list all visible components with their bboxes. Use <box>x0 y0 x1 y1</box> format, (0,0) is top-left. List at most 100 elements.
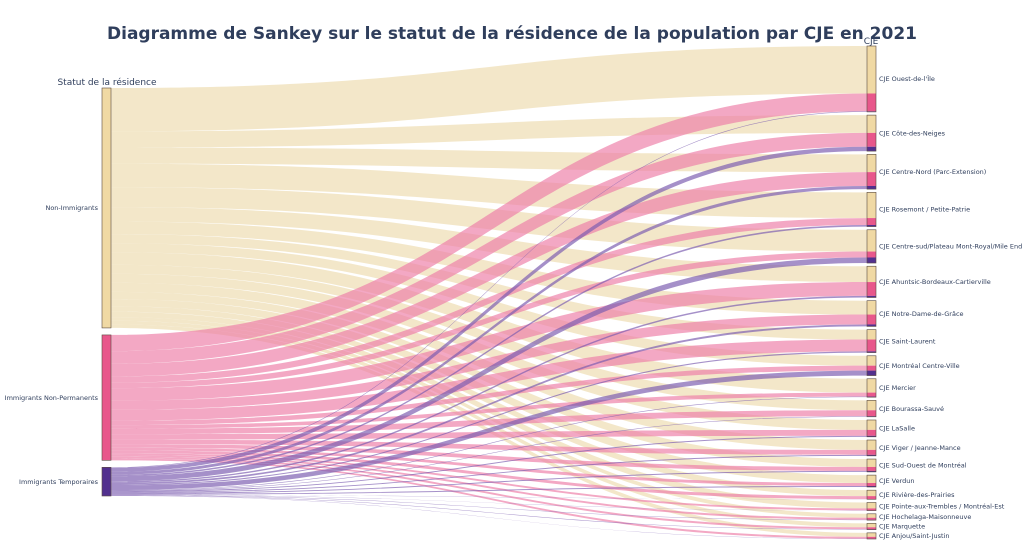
target-segment-cje-verdun-immigrants-temporaires <box>867 485 876 487</box>
target-segment-cje-notre-dame-de-grace-non-immigrants <box>867 300 876 315</box>
target-node-cje-rosemont-petite-patrie[interactable] <box>866 192 877 227</box>
target-segment-cje-notre-dame-de-grace-immigrants-temporaires <box>867 324 876 327</box>
link-immigrants-temporaires-to-cje-viger-jeanne-mance <box>111 454 867 493</box>
target-column-label: CJE <box>864 37 879 47</box>
target-segment-cje-anjou-saint-justin-non-immigrants <box>867 532 876 537</box>
link-immigrants-non-permanents-to-cje-sud-ouest-de-montreal <box>111 444 867 471</box>
link-non-immigrants-to-cje-riviere-des-prairies <box>111 306 867 497</box>
link-immigrants-temporaires-to-cje-rosemont-petite-patrie <box>111 224 867 477</box>
target-segment-cje-viger-jeanne-mance-non-immigrants <box>867 440 876 450</box>
target-node-cje-hochelaga-maisonneuve[interactable] <box>866 513 877 521</box>
target-node-cje-viger-jeanne-mance[interactable] <box>866 439 877 457</box>
target-label-cje-anjou-saint-justin: CJE Anjou/Saint-Justin <box>879 532 949 540</box>
link-immigrants-non-permanents-to-cje-verdun <box>111 447 867 486</box>
target-node-cje-bourassa-sauve[interactable] <box>866 400 877 418</box>
source-node-non-immigrants[interactable] <box>101 87 112 329</box>
link-immigrants-non-permanents-to-cje-riviere-des-prairies <box>111 450 867 500</box>
target-node-cje-verdun[interactable] <box>866 474 877 488</box>
target-segment-cje-rosemont-petite-patrie-immigrants-temporaires <box>867 224 876 227</box>
target-segment-cje-rosemont-petite-patrie-immigrants-non-permanents <box>867 218 876 225</box>
target-node-cje-cote-des-neiges[interactable] <box>866 114 877 152</box>
link-immigrants-non-permanents-to-cje-marquette <box>111 456 867 530</box>
target-segment-cje-marquette-non-immigrants <box>867 523 876 528</box>
target-node-cje-marquette[interactable] <box>866 523 877 530</box>
target-label-cje-riviere-des-prairies: CJE Rivière-des-Prairies <box>879 491 955 499</box>
link-non-immigrants-to-cje-lasalle <box>111 273 867 430</box>
source-label-immigrants-non-permanents: Immigrants Non-Permanents <box>5 394 99 402</box>
target-label-cje-rosemont-petite-patrie: CJE Rosemont / Petite-Patrie <box>879 206 970 214</box>
link-immigrants-non-permanents-to-cje-saint-laurent <box>111 339 867 421</box>
target-segment-cje-hochelaga-maisonneuve-non-immigrants <box>867 513 876 518</box>
target-label-cje-pointe-aux-trembles-montreal-est: CJE Pointe-aux-Trembles / Montréal-Est <box>879 503 1005 511</box>
target-segment-cje-lasalle-immigrants-temporaires <box>867 435 876 437</box>
target-label-cje-marquette: CJE Marquette <box>879 523 925 531</box>
target-segment-cje-saint-laurent-immigrants-non-permanents <box>867 339 876 352</box>
target-segment-cje-montreal-centre-ville-non-immigrants <box>867 355 876 366</box>
target-segment-cje-centre-nord-parc-extension-immigrants-temporaires <box>867 185 876 190</box>
target-label-cje-verdun: CJE Verdun <box>879 477 915 485</box>
target-segment-cje-notre-dame-de-grace-immigrants-non-permanents <box>867 314 876 325</box>
target-segment-cje-sud-ouest-de-montreal-immigrants-temporaires <box>867 470 876 472</box>
target-node-cje-centre-nord-parc-extension[interactable] <box>866 154 877 190</box>
target-node-cje-centre-sud-plateau-mont-royal-mile-end[interactable] <box>866 229 877 264</box>
source-label-immigrants-temporaires: Immigrants Temporaires <box>19 478 99 486</box>
target-node-cje-notre-dame-de-grace[interactable] <box>866 300 877 327</box>
target-label-cje-mercier: CJE Mercier <box>879 384 916 392</box>
target-label-cje-bourassa-sauve: CJE Bourassa-Sauvé <box>879 405 944 413</box>
target-segment-cje-centre-sud-plateau-mont-royal-mile-end-immigrants-temporaires <box>867 257 876 264</box>
target-segment-cje-ahuntsic-bordeaux-cartierville-immigrants-temporaires <box>867 295 876 298</box>
target-segment-cje-montreal-centre-ville-immigrants-non-permanents <box>867 365 876 371</box>
target-node-cje-riviere-des-prairies[interactable] <box>866 489 877 500</box>
link-immigrants-non-permanents-to-cje-ouest-de-l-ile <box>111 93 867 352</box>
target-segment-cje-bourassa-sauve-immigrants-non-permanents <box>867 410 876 417</box>
target-node-cje-lasalle[interactable] <box>866 419 877 438</box>
target-segment-cje-hochelaga-maisonneuve-immigrants-non-permanents <box>867 517 876 520</box>
target-label-cje-centre-nord-parc-extension: CJE Centre-Nord (Parc-Extension) <box>879 168 986 176</box>
link-non-immigrants-to-cje-ouest-de-l-ile <box>111 46 867 132</box>
target-label-cje-centre-sud-plateau-mont-royal-mile-end: CJE Centre-sud/Plateau Mont-Royal/Mile E… <box>879 243 1022 251</box>
chart-title: Diagramme de Sankey sur le statut de la … <box>107 24 917 44</box>
target-label-cje-ahuntsic-bordeaux-cartierville: CJE Ahuntsic-Bordeaux-Cartierville <box>879 278 991 286</box>
target-node-cje-ouest-de-l-ile[interactable] <box>866 45 877 113</box>
source-node-immigrants-non-permanents[interactable] <box>101 334 112 461</box>
link-immigrants-temporaires-to-cje-ahuntsic-bordeaux-cartierville <box>111 295 867 483</box>
source-column-label: Statut de la résidence <box>57 77 156 88</box>
target-segment-cje-verdun-non-immigrants <box>867 475 876 484</box>
link-immigrants-non-permanents-to-cje-notre-dame-de-grace <box>111 314 867 410</box>
target-segment-cje-ahuntsic-bordeaux-cartierville-immigrants-non-permanents <box>867 282 876 296</box>
target-segment-cje-cote-des-neiges-non-immigrants <box>867 115 876 133</box>
link-immigrants-non-permanents-to-cje-pointe-aux-trembles-montreal-est <box>111 453 867 511</box>
target-segment-cje-mercier-non-immigrants <box>867 378 876 393</box>
target-segment-cje-verdun-immigrants-non-permanents <box>867 483 876 486</box>
target-segment-cje-sud-ouest-de-montreal-immigrants-non-permanents <box>867 466 876 471</box>
link-immigrants-temporaires-to-cje-hochelaga-maisonneuve <box>111 495 867 521</box>
target-node-cje-ahuntsic-bordeaux-cartierville[interactable] <box>866 265 877 298</box>
source-node-immigrants-temporaires[interactable] <box>101 467 112 497</box>
link-immigrants-temporaires-to-cje-anjou-saint-justin <box>111 495 867 539</box>
link-immigrants-temporaires-to-cje-pointe-aux-trembles-montreal-est <box>111 494 867 511</box>
target-node-cje-saint-laurent[interactable] <box>866 329 877 353</box>
link-immigrants-temporaires-to-cje-bourassa-sauve <box>111 416 867 492</box>
target-node-cje-montreal-centre-ville[interactable] <box>866 355 877 376</box>
target-label-cje-cote-des-neiges: CJE Côte-des-Neiges <box>879 129 946 137</box>
target-node-cje-pointe-aux-trembles-montreal-est[interactable] <box>866 502 877 511</box>
target-segment-cje-bourassa-sauve-non-immigrants <box>867 400 876 411</box>
target-node-cje-mercier[interactable] <box>866 378 877 398</box>
target-segment-cje-saint-laurent-immigrants-temporaires <box>867 351 876 353</box>
link-immigrants-non-permanents-to-cje-anjou-saint-justin <box>111 458 867 539</box>
target-segment-cje-viger-jeanne-mance-immigrants-non-permanents <box>867 449 876 455</box>
target-segment-cje-marquette-immigrants-non-permanents <box>867 527 876 530</box>
link-immigrants-temporaires-to-cje-marquette <box>111 495 867 530</box>
sankey-links <box>111 46 867 539</box>
link-immigrants-non-permanents-to-cje-ahuntsic-bordeaux-cartierville <box>111 282 867 401</box>
target-label-cje-sud-ouest-de-montreal: CJE Sud-Ouest de Montréal <box>879 462 967 470</box>
link-immigrants-non-permanents-to-cje-montreal-centre-ville <box>111 365 867 426</box>
link-immigrants-temporaires-to-cje-mercier <box>111 396 867 491</box>
target-segment-cje-pointe-aux-trembles-montreal-est-non-immigrants <box>867 502 876 509</box>
target-node-cje-sud-ouest-de-montreal[interactable] <box>866 458 877 473</box>
target-segment-cje-anjou-saint-justin-immigrants-non-permanents <box>867 536 876 539</box>
target-node-cje-anjou-saint-justin[interactable] <box>866 532 877 540</box>
link-immigrants-non-permanents-to-cje-bourassa-sauve <box>111 410 867 435</box>
link-immigrants-non-permanents-to-cje-hochelaga-maisonneuve <box>111 454 867 520</box>
